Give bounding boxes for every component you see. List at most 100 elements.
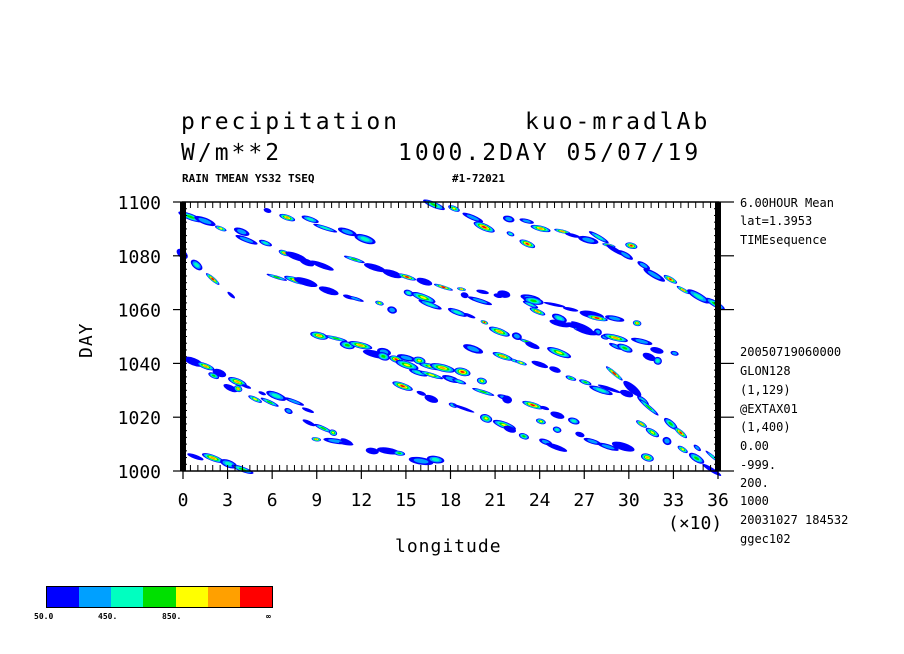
rain-cell [538, 227, 543, 230]
info-line: 0.00 [740, 439, 769, 453]
rain-cell [211, 277, 215, 281]
colorbar-swatch [207, 587, 240, 607]
experiment-name: kuo-mradlAb [525, 109, 711, 135]
rain-cell [530, 299, 537, 303]
rain-cell [597, 384, 621, 394]
rain-cell [540, 405, 550, 411]
rain-cell [299, 258, 315, 267]
chart-title: precipitation [181, 109, 401, 135]
info-time: TIMEsequence [740, 233, 827, 247]
x-tick-label: 30 [618, 490, 640, 511]
rain-cell [332, 431, 335, 434]
x-axis-label: longitude [395, 536, 502, 557]
rain-cell [556, 316, 563, 321]
rain-cell [636, 322, 639, 325]
rain-cell [452, 207, 456, 210]
rain-cell [283, 252, 286, 254]
rain-cell [664, 438, 670, 444]
rain-cell [194, 262, 200, 268]
info-line: @EXTAX01 [740, 402, 798, 416]
rain-cell [439, 366, 446, 370]
rain-cell [565, 232, 580, 238]
rain-cell [525, 341, 540, 350]
colorbar-swatch [79, 587, 112, 607]
rain-cell [223, 383, 238, 393]
rain-cell [338, 441, 354, 446]
rain-cell [543, 302, 566, 308]
colorbar-swatch [143, 587, 176, 607]
rain-cell [502, 395, 513, 404]
rain-cell [645, 404, 653, 411]
rain-cell [642, 352, 656, 362]
rain-cell [363, 263, 386, 273]
rain-cell [583, 381, 588, 384]
x-tick-label: 27 [573, 490, 595, 511]
rain-cell [285, 216, 290, 219]
rain-cell [527, 303, 534, 307]
rain-cell [203, 365, 208, 368]
y-tick-label: 1080 [118, 247, 161, 268]
rain-cell [695, 445, 700, 450]
rain-cell [403, 363, 411, 367]
info-line: 200. [740, 476, 769, 490]
rain-cell [431, 457, 440, 462]
rain-cell [405, 276, 409, 278]
rain-cell [679, 431, 683, 434]
rain-cell [253, 397, 258, 401]
rain-cell [239, 236, 254, 243]
rain-cell [357, 344, 364, 347]
rain-cell [420, 296, 427, 300]
rain-cell [630, 244, 633, 247]
rain-cell [512, 359, 516, 362]
rain-cell [235, 380, 240, 383]
rain-cell [519, 361, 523, 364]
rain-cell [315, 438, 318, 441]
y-tick-label: 1000 [118, 462, 161, 483]
x-tick-label: 6 [267, 490, 278, 511]
rain-cell [467, 346, 480, 352]
rain-cell [549, 366, 561, 373]
rain-cell [414, 370, 423, 375]
rain-cell [530, 404, 535, 407]
rain-cell [187, 453, 204, 461]
x-tick-label: 3 [222, 490, 233, 511]
rain-cell [301, 407, 315, 413]
rain-cell [237, 229, 247, 235]
rain-cell [496, 330, 502, 333]
rain-cell [273, 275, 281, 279]
rain-cell [258, 391, 266, 396]
rain-cell [237, 387, 240, 390]
rain-cell [211, 374, 216, 377]
rain-cell [587, 439, 598, 444]
info-line: 20050719060000 [740, 345, 842, 359]
rain-cell [416, 277, 433, 286]
rain-cell [210, 456, 216, 460]
rain-cell [672, 351, 678, 355]
rain-cell [271, 393, 281, 399]
rain-cell [466, 214, 479, 221]
rain-cell [476, 289, 489, 295]
rain-cell [350, 258, 358, 261]
rain-cell [302, 419, 316, 427]
rain-cell [508, 232, 513, 235]
rain-cell [317, 334, 322, 337]
x-tick-label: 21 [484, 490, 506, 511]
rain-cell [332, 337, 340, 340]
rain-cell [463, 313, 476, 319]
rain-cell [480, 380, 484, 382]
rain-cell [500, 355, 505, 358]
rain-cell [669, 278, 672, 281]
rain-cell [416, 390, 427, 396]
rain-cell [381, 354, 386, 358]
rain-cell [694, 456, 700, 461]
rain-cell [546, 442, 568, 452]
rain-cell [503, 425, 516, 433]
rain-cell [460, 288, 463, 290]
rain-cell [525, 242, 529, 245]
rain-cell [400, 355, 413, 361]
rain-cell [608, 316, 621, 321]
rain-cell [310, 260, 334, 271]
info-line: GLON128 [740, 364, 791, 378]
rain-cell [286, 409, 291, 413]
